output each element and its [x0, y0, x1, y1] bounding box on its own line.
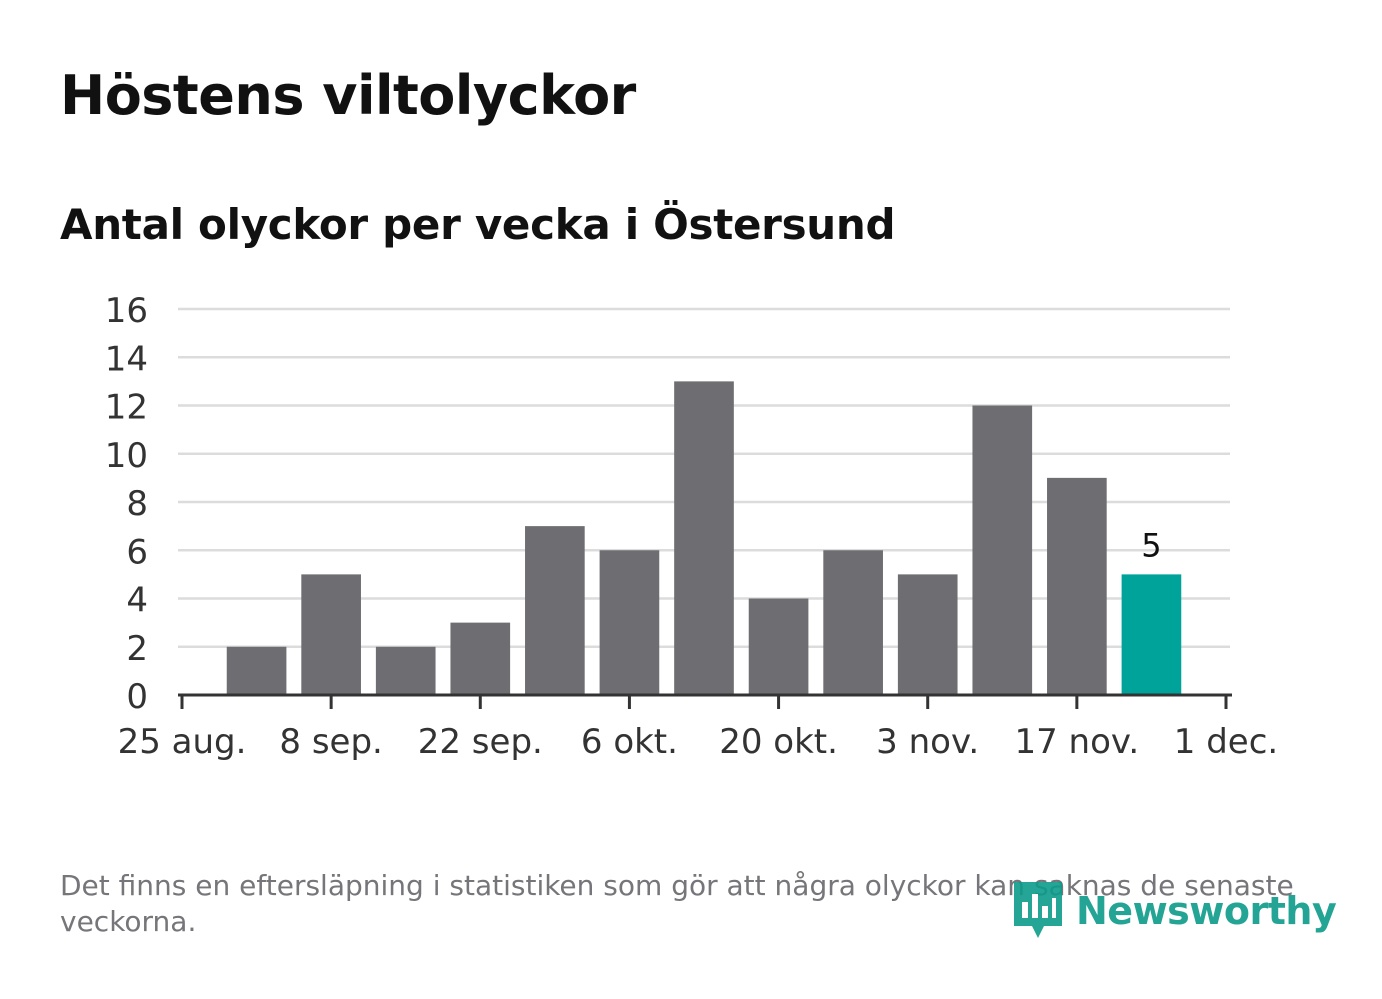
bar — [748, 598, 809, 695]
chart-logo-icon — [1014, 882, 1062, 938]
x-tick-label: 25 aug. — [118, 722, 247, 762]
bar — [301, 574, 361, 695]
x-tick-label: 17 nov. — [1014, 722, 1139, 762]
y-tick-label: 6 — [126, 532, 148, 572]
bar — [972, 405, 1033, 695]
chart-title: Höstens viltolyckor — [60, 64, 636, 127]
bar — [674, 381, 734, 695]
x-tick-label: 1 dec. — [1174, 722, 1278, 762]
y-tick-label: 14 — [105, 339, 148, 379]
y-tick-label: 2 — [126, 629, 148, 669]
footnote: Det finns en eftersläpning i statistiken… — [60, 869, 1294, 938]
y-tick-label: 8 — [126, 484, 148, 524]
data-labels: 5 — [1141, 526, 1161, 564]
bar — [450, 622, 511, 695]
bar — [897, 574, 958, 695]
y-tick-label: 10 — [105, 436, 148, 476]
x-axis — [178, 693, 1232, 709]
chart-subtitle: Antal olyckor per vecka i Östersund — [60, 200, 896, 249]
bar — [525, 526, 585, 695]
bar — [375, 646, 436, 695]
bars — [226, 381, 1182, 695]
y-tick-label: 12 — [105, 388, 148, 428]
y-axis-tick-labels: 0 2 4 6 8 10 12 14 16 — [105, 291, 148, 717]
x-tick-label: 6 okt. — [581, 722, 678, 762]
bar — [599, 550, 660, 695]
bar — [1047, 477, 1107, 695]
bar-value-label: 5 — [1141, 526, 1161, 564]
bar-highlighted — [1121, 574, 1182, 695]
x-tick-label: 8 sep. — [279, 722, 382, 762]
y-tick-label: 4 — [126, 581, 148, 621]
x-axis-tick-labels: 25 aug. 8 sep. 22 sep. 6 okt. 20 okt. 3 nov. 1… — [118, 722, 1279, 762]
x-tick-label: 22 sep. — [418, 722, 543, 762]
bar — [226, 646, 287, 695]
brand-name: Newsworthy — [1076, 889, 1337, 933]
x-tick-label: 20 okt. — [719, 722, 838, 762]
y-tick-label: 16 — [105, 291, 148, 331]
bar — [823, 550, 883, 695]
newsworthy-logo: Newsworthy — [1010, 878, 1337, 944]
y-tick-label: 0 — [126, 677, 148, 717]
x-tick-label: 3 nov. — [876, 722, 979, 762]
